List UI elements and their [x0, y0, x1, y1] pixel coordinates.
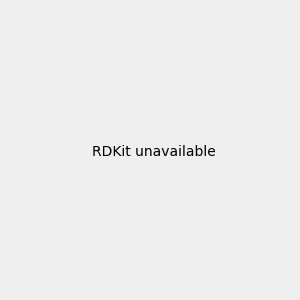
Text: RDKit unavailable: RDKit unavailable [92, 145, 216, 158]
